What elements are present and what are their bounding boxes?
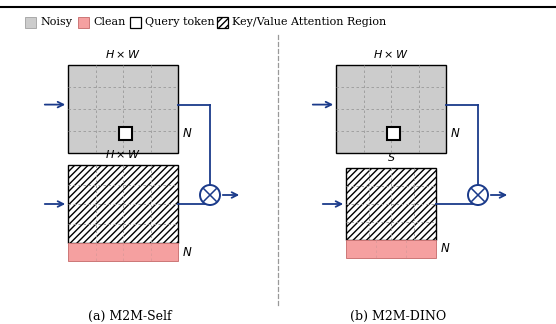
Bar <box>346 240 436 258</box>
Bar <box>217 17 228 28</box>
Text: $S$: $S$ <box>386 151 395 163</box>
Text: Key/Value Attention Region: Key/Value Attention Region <box>232 17 386 27</box>
Bar <box>25 17 36 28</box>
Circle shape <box>468 185 488 205</box>
Text: $N$: $N$ <box>182 246 192 259</box>
Circle shape <box>200 185 220 205</box>
Text: $N$: $N$ <box>182 127 192 140</box>
Text: $H \times W$: $H \times W$ <box>373 48 409 60</box>
Text: $H \times W$: $H \times W$ <box>105 148 141 160</box>
Bar <box>346 168 436 240</box>
Bar <box>78 17 89 28</box>
Text: $N$: $N$ <box>440 242 450 256</box>
Bar <box>130 17 141 28</box>
Bar <box>68 165 178 243</box>
Text: $N$: $N$ <box>450 127 460 140</box>
Text: Clean: Clean <box>93 17 125 27</box>
Text: $H \times W$: $H \times W$ <box>105 48 141 60</box>
Bar <box>68 65 178 153</box>
Text: Noisy: Noisy <box>40 17 72 27</box>
Bar <box>387 127 400 140</box>
Text: (a) M2M-Self: (a) M2M-Self <box>88 310 172 323</box>
Bar <box>68 243 178 261</box>
Bar <box>336 65 446 153</box>
Text: Query token: Query token <box>145 17 215 27</box>
Text: (b) M2M-DINO: (b) M2M-DINO <box>350 310 446 323</box>
Bar <box>118 127 132 140</box>
